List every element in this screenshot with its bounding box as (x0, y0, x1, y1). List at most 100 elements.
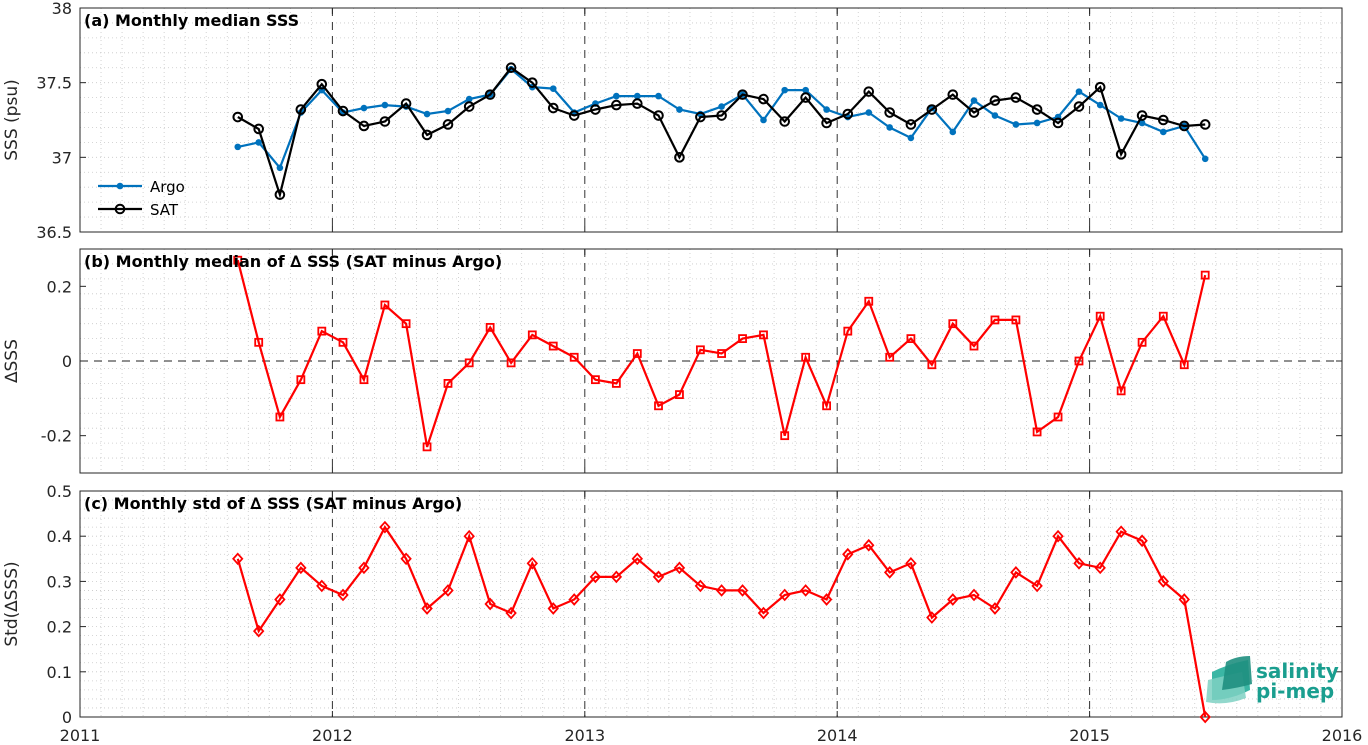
data-point (423, 110, 431, 118)
axes-box (79, 7, 1343, 233)
y-tick-label: 0.3 (47, 572, 72, 591)
data-point (1115, 525, 1127, 539)
data-point (379, 520, 391, 534)
data-point (926, 611, 938, 624)
series-delta (233, 255, 1210, 452)
data-point (863, 86, 875, 97)
data-point (760, 116, 767, 124)
legend: Argo SAT (98, 178, 185, 219)
data-point (989, 95, 1001, 106)
y-tick-label: 0.2 (47, 277, 72, 296)
data-point (463, 101, 475, 112)
data-point (842, 547, 854, 561)
data-point (1158, 311, 1168, 321)
data-point (317, 326, 327, 336)
data-point (778, 588, 791, 602)
panel-b: -0.2 0 0.2 ∆SSS (b) Monthly median of ∆ SSS … (2, 248, 1343, 474)
logo-text-pimep: pi-mep (1256, 679, 1334, 703)
data-point (970, 97, 978, 104)
data-point (800, 92, 811, 103)
data-point (821, 117, 832, 129)
minor-grid (80, 490, 1342, 718)
data-point (1117, 115, 1125, 122)
y-tick-label: 37 (52, 148, 72, 167)
legend-marker (116, 182, 124, 190)
data-point (233, 255, 243, 265)
data-point (1094, 561, 1106, 575)
data-point (631, 98, 643, 109)
data-point (484, 89, 496, 100)
data-point (548, 341, 558, 351)
data-point (631, 552, 644, 566)
data-point (421, 129, 433, 141)
data-point (254, 337, 264, 347)
data-point (274, 593, 286, 606)
data-point (611, 378, 621, 388)
data-point (676, 106, 683, 113)
panel-a: 36.5 37 37.5 38 SSS (psu) (a) Monthly median … (2, 0, 1343, 242)
data-point (799, 584, 812, 597)
data-point (1073, 101, 1085, 112)
data-point (1032, 427, 1042, 437)
data-point (295, 561, 307, 575)
data-point (823, 106, 830, 113)
data-point (989, 602, 1001, 615)
data-point (905, 119, 917, 130)
data-point (1158, 114, 1169, 126)
y-tick-label: 0.1 (47, 663, 72, 682)
data-point (1095, 311, 1105, 321)
data-point (1160, 128, 1167, 136)
data-point (421, 602, 433, 615)
data-point (1200, 270, 1210, 280)
data-point (738, 334, 747, 344)
series-line (236, 525, 1207, 718)
x-tick-label: 2016 (1322, 726, 1363, 745)
data-point (947, 89, 959, 100)
data-point (463, 529, 475, 543)
data-point (1094, 81, 1106, 93)
data-point (674, 152, 685, 163)
data-point (1179, 360, 1189, 370)
series-line (236, 259, 1207, 448)
logo-text-salinity: salinity (1256, 659, 1339, 683)
y-axis-label: ∆SSS (2, 339, 22, 384)
data-point (949, 128, 957, 136)
data-point (360, 104, 368, 112)
data-point (505, 62, 517, 74)
data-point (1010, 566, 1022, 579)
data-point (864, 296, 874, 306)
data-point (883, 566, 896, 579)
data-point (589, 570, 602, 584)
data-point (633, 92, 641, 100)
logo-wave-icon (1222, 656, 1252, 690)
panel-title: (c) Monthly std of ∆ SSS (SAT minus Argo… (84, 494, 462, 513)
data-point (232, 111, 244, 123)
data-point (234, 143, 242, 151)
data-point (359, 375, 369, 385)
data-point (379, 116, 391, 127)
y-tick-label: 0 (62, 708, 72, 727)
panel-title: (b) Monthly median of ∆ SSS (SAT minus A… (84, 252, 502, 271)
data-point (568, 110, 580, 121)
data-point (506, 358, 516, 368)
data-point (252, 624, 265, 638)
data-point (948, 319, 958, 329)
data-point (695, 111, 706, 123)
data-point (884, 107, 895, 118)
data-point (442, 584, 454, 597)
data-point (295, 104, 307, 115)
data-point (1115, 149, 1127, 160)
data-point (926, 104, 938, 115)
data-point (442, 119, 454, 130)
data-point (717, 349, 727, 358)
data-point (253, 123, 264, 135)
data-point (611, 99, 622, 111)
data-point (276, 164, 284, 172)
data-point (1199, 119, 1211, 130)
data-point (1116, 386, 1126, 396)
data-point (927, 360, 937, 370)
data-point (780, 431, 790, 441)
data-point (568, 593, 580, 606)
data-point (781, 86, 789, 94)
